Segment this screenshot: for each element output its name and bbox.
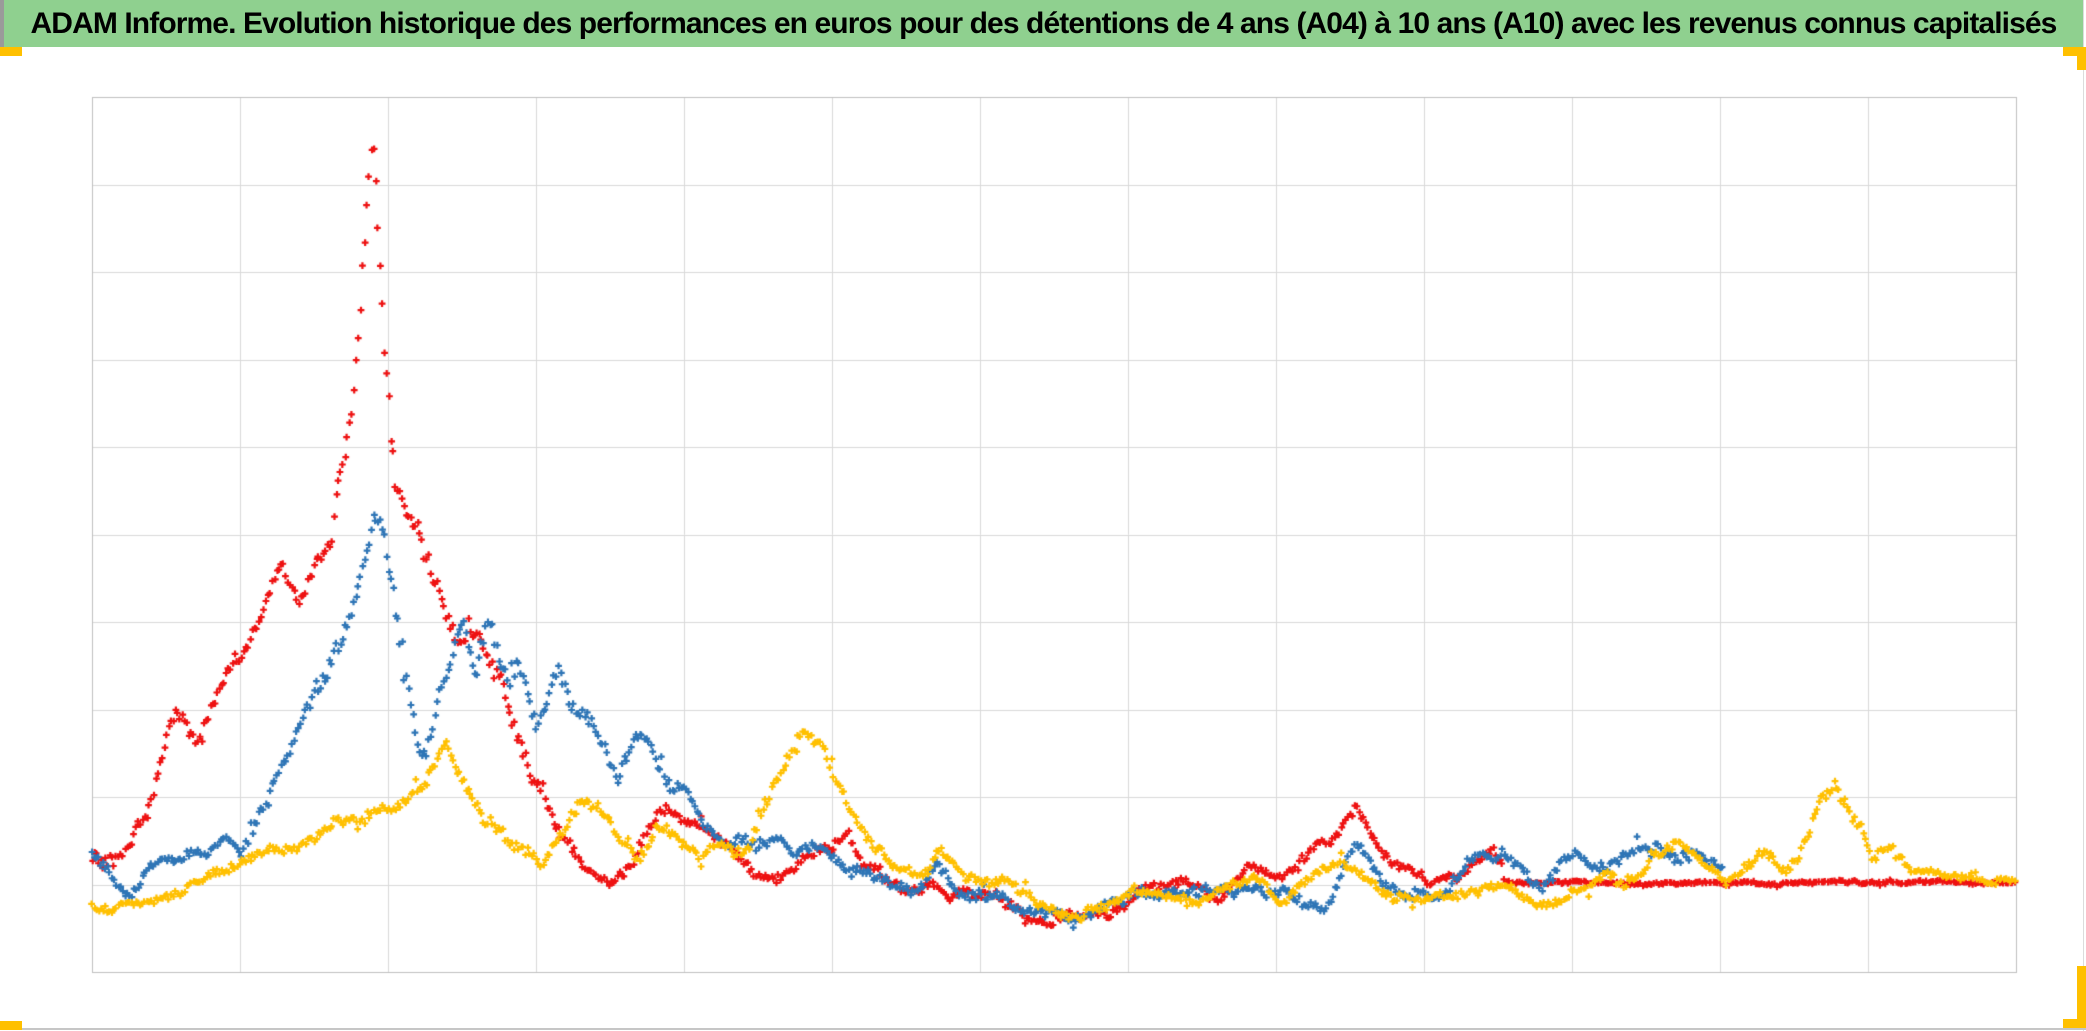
bottom-border-line: [0, 1028, 2086, 1030]
chart-title-bar: ADAM Informe. Evolution historique des p…: [4, 0, 2083, 47]
print-area-marker-top-right-v: [2077, 47, 2086, 70]
print-area-marker-bottom-left: [0, 1021, 22, 1030]
sheet-edge-top-left: [0, 0, 4, 47]
sheet-edge-right-line: [2083, 0, 2084, 1031]
print-area-marker-top-right-h: [2063, 47, 2086, 56]
print-area-marker-bottom-right-h: [2063, 1019, 2086, 1028]
print-area-marker-bottom-right-v: [2077, 966, 2086, 1028]
print-area-marker-top-left: [0, 47, 22, 56]
chart-title: ADAM Informe. Evolution historique des p…: [30, 6, 2058, 40]
